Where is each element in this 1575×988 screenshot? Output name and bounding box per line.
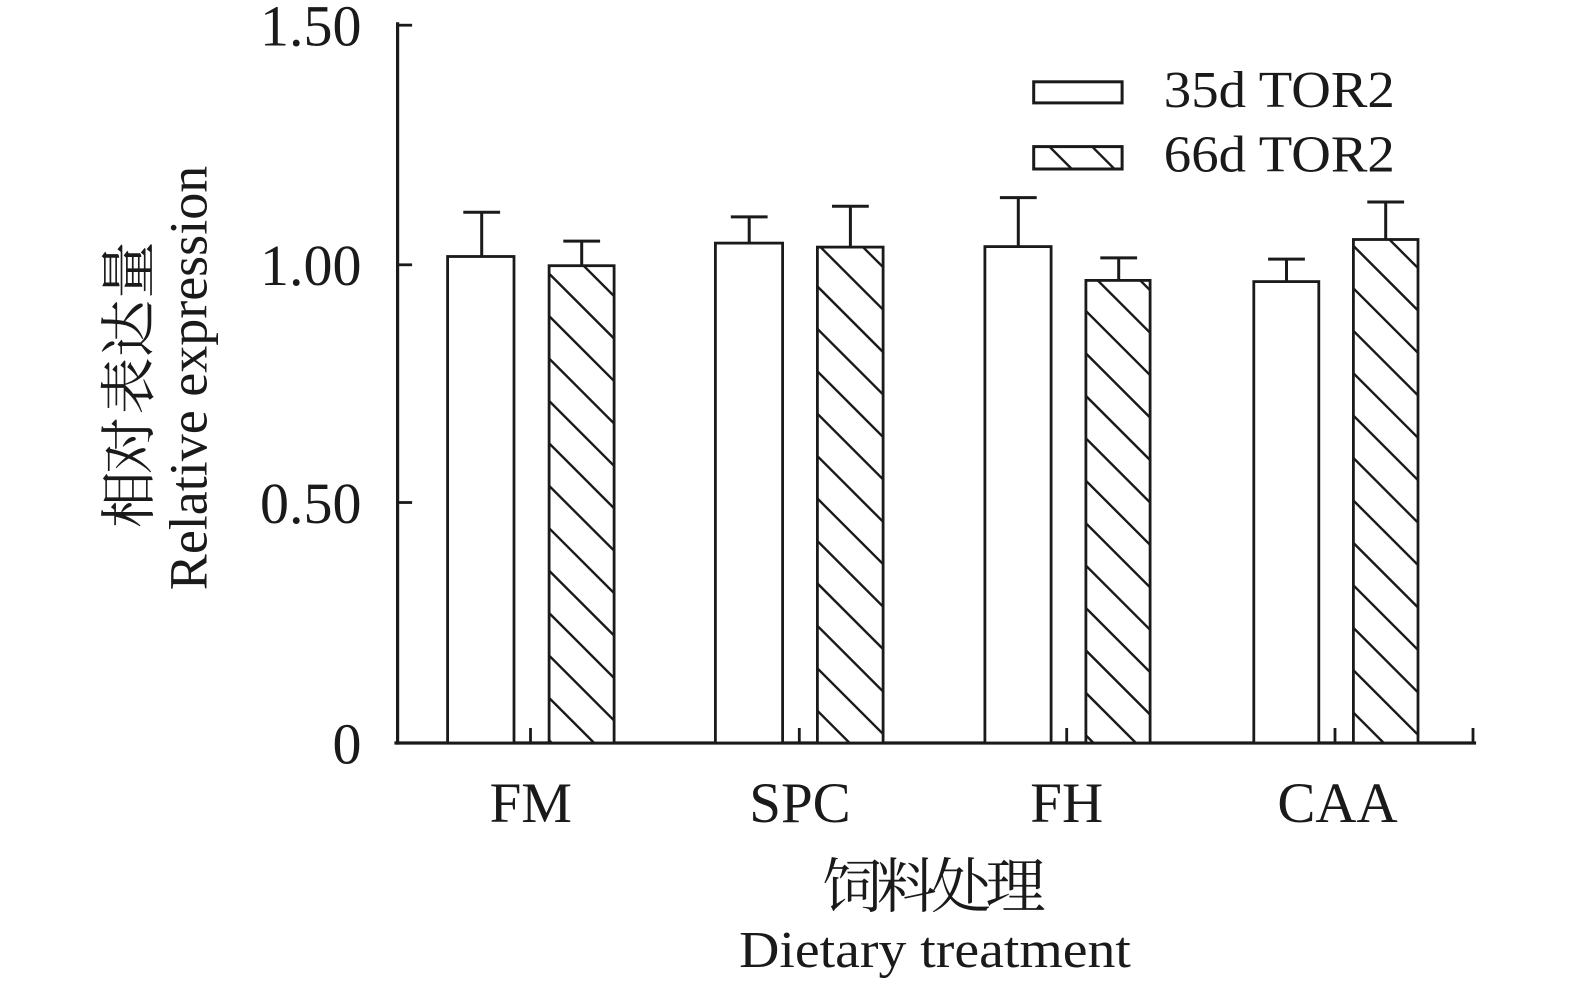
svg-text:0.50: 0.50 — [260, 471, 362, 536]
svg-text:0: 0 — [333, 711, 362, 776]
svg-text:SPC: SPC — [749, 772, 850, 835]
svg-text:35d TOR2: 35d TOR2 — [1164, 62, 1395, 119]
svg-text:Dietary treatment: Dietary treatment — [739, 922, 1131, 979]
svg-text:66d TOR2: 66d TOR2 — [1164, 126, 1395, 183]
svg-text:CAA: CAA — [1277, 772, 1397, 835]
svg-text:FH: FH — [1030, 772, 1103, 835]
svg-text:1.50: 1.50 — [260, 0, 362, 59]
svg-text:1.00: 1.00 — [260, 233, 362, 298]
svg-text:Relative expression: Relative expression — [159, 166, 219, 590]
svg-text:FM: FM — [490, 772, 572, 835]
